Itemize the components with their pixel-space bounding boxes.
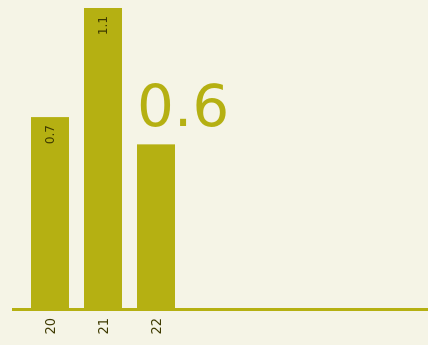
bars-layer bbox=[31, 8, 175, 308]
x-tick-label-22: 22 bbox=[150, 318, 165, 335]
bar-22 bbox=[137, 144, 175, 308]
data-label-21: 1.1 bbox=[96, 16, 110, 35]
x-tick-label-21: 21 bbox=[97, 318, 112, 335]
bar-20 bbox=[31, 117, 69, 308]
data-labels-layer: 0.7 1.1 bbox=[43, 16, 110, 144]
data-label-20: 0.7 bbox=[43, 125, 57, 144]
x-tick-label-20: 20 bbox=[44, 318, 59, 335]
highlight-value-label: 0.6 bbox=[137, 72, 229, 140]
bar-21 bbox=[84, 8, 122, 308]
x-tick-labels-layer: 20 21 22 bbox=[44, 318, 165, 335]
